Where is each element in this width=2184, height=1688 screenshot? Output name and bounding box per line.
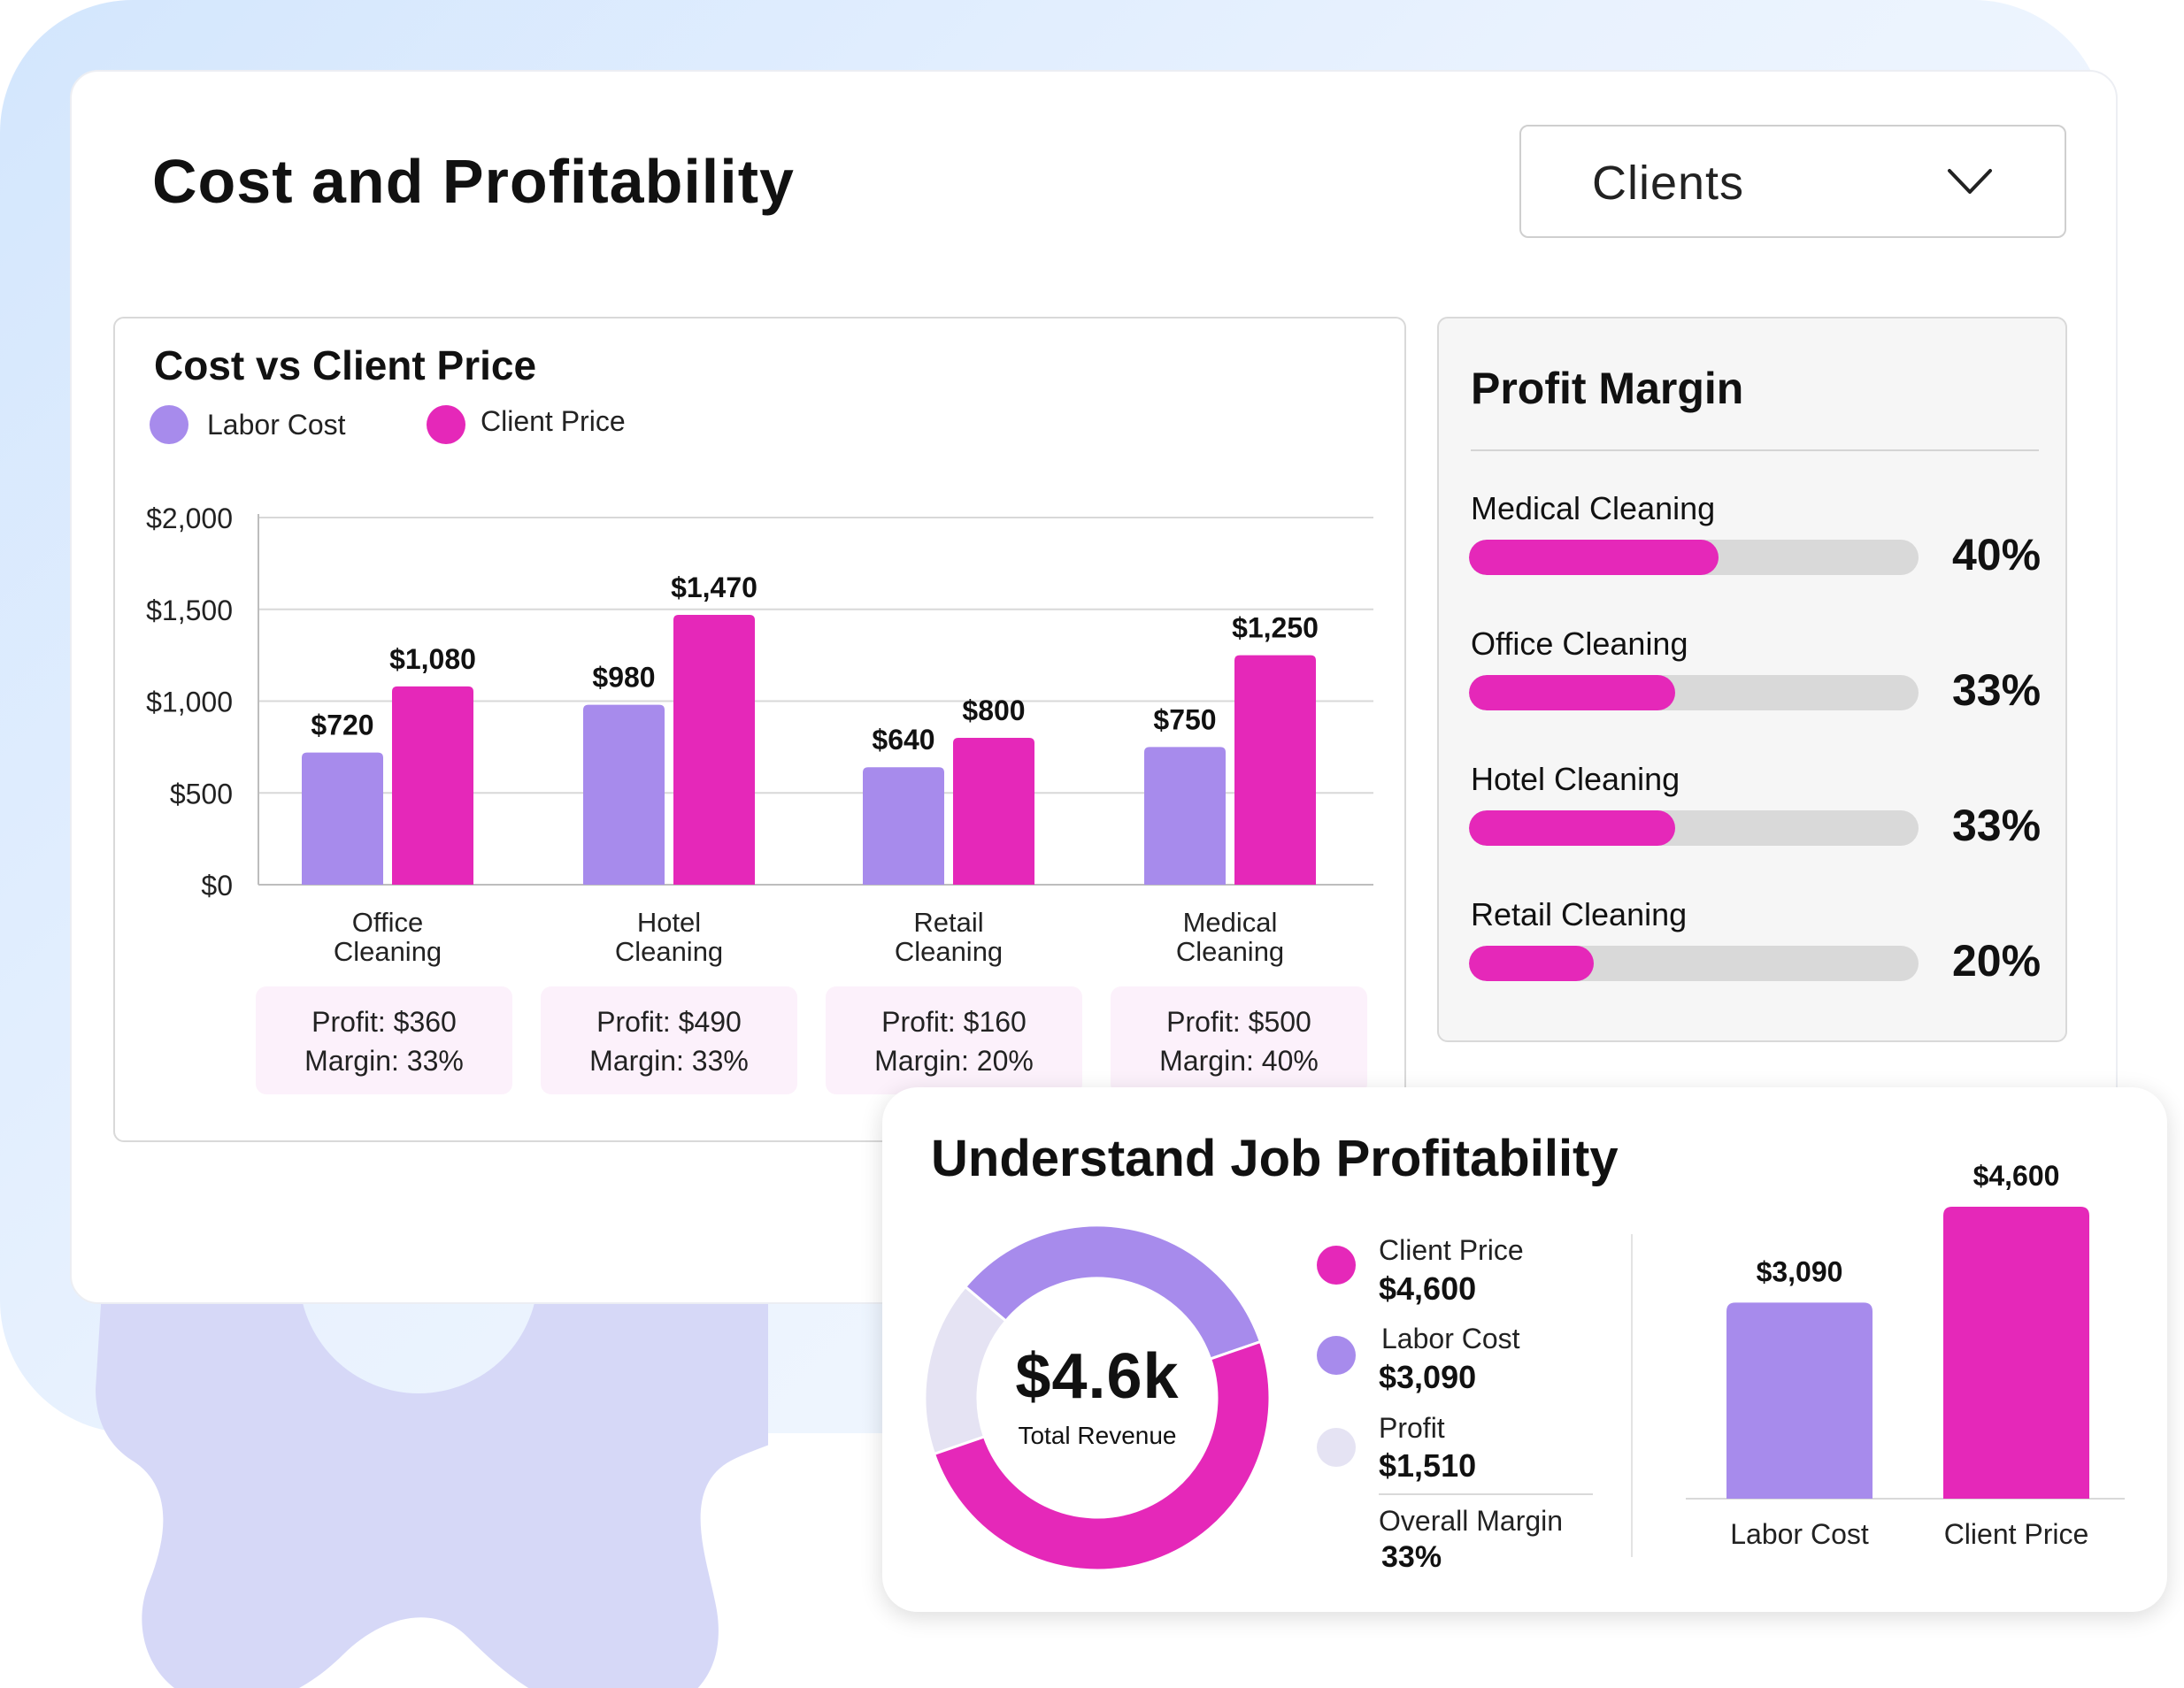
- cost-chart-title: Cost vs Client Price: [154, 342, 537, 388]
- summary-profit-text: Profit: $160: [881, 1006, 1027, 1038]
- profit-margin-row: Office Cleaning 33%: [1469, 625, 2044, 732]
- profit-margin-category: Medical Cleaning: [1471, 490, 1716, 526]
- total-revenue-value: $4.6k: [1015, 1341, 1180, 1412]
- profit-margin-fill: [1469, 675, 1675, 710]
- client-price-label: Client Price: [1379, 1234, 1524, 1266]
- revenue-donut-chart: [923, 1224, 1272, 1572]
- legend-client-dot: [427, 405, 465, 444]
- profit-margin-value: 40%: [1952, 530, 2042, 579]
- job-card-vertical-divider: [1631, 1234, 1633, 1557]
- profit-margin-row: Retail Cleaning 20%: [1469, 896, 2044, 1002]
- profit-label: Profit: [1379, 1412, 1445, 1444]
- job-profitability-title: Understand Job Profitability: [931, 1130, 1619, 1187]
- summary-profit-text: Profit: $500: [1166, 1006, 1311, 1038]
- profit-summary-box: Profit: $500 Margin: 40%: [1111, 986, 1367, 1094]
- profit-margin-fill: [1469, 540, 1719, 575]
- donut-center: $4.6k Total Revenue: [920, 1340, 1274, 1450]
- client-price-dot: [1317, 1246, 1356, 1285]
- overall-margin-label: Overall Margin: [1379, 1505, 1564, 1537]
- summary-profit-text: Profit: $490: [596, 1006, 742, 1038]
- labor-cost-value: $3,090: [1379, 1359, 1477, 1395]
- margin-divider-line: [1379, 1493, 1593, 1495]
- profit-margin-row: Hotel Cleaning 33%: [1469, 761, 2044, 867]
- profit-margin-fill: [1469, 946, 1595, 981]
- summary-profit-text: Profit: $360: [311, 1006, 457, 1038]
- profit-margin-track: [1469, 810, 1919, 846]
- profit-summary-box: Profit: $160 Margin: 20%: [826, 986, 1082, 1094]
- legend-client-label: Client Price: [481, 405, 626, 437]
- profit-margin-value: 33%: [1952, 665, 2042, 715]
- summary-margin-text: Margin: 40%: [1159, 1045, 1319, 1077]
- summary-margin-text: Margin: 33%: [304, 1045, 464, 1077]
- overall-margin-value: 33%: [1381, 1540, 1442, 1574]
- gear-icon: [96, 1221, 768, 1688]
- donut-slice-labor-cost: [963, 1224, 1263, 1361]
- total-revenue-label: Total Revenue: [1018, 1422, 1177, 1449]
- client-price-value: $4,600: [1379, 1270, 1477, 1307]
- client-filter-dropdown[interactable]: Clients: [1519, 125, 2066, 238]
- page-title: Cost and Profitability: [152, 147, 795, 216]
- profit-margin-track: [1469, 675, 1919, 710]
- profit-margin-row: Medical Cleaning 40%: [1469, 490, 2044, 596]
- profit-summary-box: Profit: $490 Margin: 33%: [541, 986, 797, 1094]
- profit-margin-track: [1469, 540, 1919, 575]
- donut-slice-client-price: [932, 1339, 1272, 1572]
- profit-margin-divider: [1471, 449, 2039, 451]
- profit-margin-category: Hotel Cleaning: [1471, 761, 1680, 797]
- summary-margin-text: Margin: 33%: [589, 1045, 749, 1077]
- profit-dot: [1317, 1428, 1356, 1467]
- profit-summary-box: Profit: $360 Margin: 33%: [256, 986, 512, 1094]
- legend-labor-label: Labor Cost: [207, 409, 346, 441]
- profit-margin-track: [1469, 946, 1919, 981]
- profit-margin-category: Retail Cleaning: [1471, 896, 1688, 932]
- profit-margin-value: 33%: [1952, 801, 2042, 850]
- labor-cost-dot: [1317, 1336, 1356, 1375]
- profit-margin-fill: [1469, 810, 1675, 846]
- chevron-down-icon[interactable]: [1946, 162, 1994, 201]
- summary-margin-text: Margin: 20%: [874, 1045, 1034, 1077]
- profit-margin-title: Profit Margin: [1471, 364, 1744, 413]
- profit-value: $1,510: [1379, 1447, 1477, 1484]
- labor-cost-label: Labor Cost: [1381, 1323, 1520, 1354]
- profit-margin-category: Office Cleaning: [1471, 625, 1688, 662]
- profit-margin-value: 20%: [1952, 936, 2042, 986]
- legend-labor-dot: [150, 405, 188, 444]
- dropdown-selected-value: Clients: [1592, 157, 1745, 210]
